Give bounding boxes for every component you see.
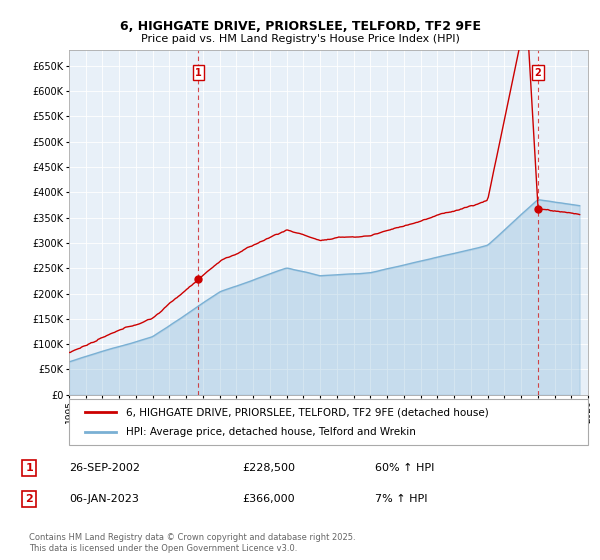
Text: Contains HM Land Registry data © Crown copyright and database right 2025.
This d: Contains HM Land Registry data © Crown c… (29, 533, 356, 553)
Text: 7% ↑ HPI: 7% ↑ HPI (375, 494, 427, 504)
Text: £228,500: £228,500 (242, 463, 295, 473)
Text: 1: 1 (25, 463, 33, 473)
Text: 60% ↑ HPI: 60% ↑ HPI (375, 463, 434, 473)
Text: 6, HIGHGATE DRIVE, PRIORSLEE, TELFORD, TF2 9FE: 6, HIGHGATE DRIVE, PRIORSLEE, TELFORD, T… (119, 20, 481, 32)
Text: 26-SEP-2002: 26-SEP-2002 (70, 463, 140, 473)
Text: 1: 1 (195, 68, 202, 78)
Text: 2: 2 (535, 68, 541, 78)
Text: HPI: Average price, detached house, Telford and Wrekin: HPI: Average price, detached house, Telf… (126, 427, 416, 437)
Text: 06-JAN-2023: 06-JAN-2023 (70, 494, 139, 504)
Text: Price paid vs. HM Land Registry's House Price Index (HPI): Price paid vs. HM Land Registry's House … (140, 34, 460, 44)
FancyBboxPatch shape (69, 399, 588, 445)
Text: 2: 2 (25, 494, 33, 504)
Text: £366,000: £366,000 (242, 494, 295, 504)
Text: 6, HIGHGATE DRIVE, PRIORSLEE, TELFORD, TF2 9FE (detached house): 6, HIGHGATE DRIVE, PRIORSLEE, TELFORD, T… (126, 407, 489, 417)
